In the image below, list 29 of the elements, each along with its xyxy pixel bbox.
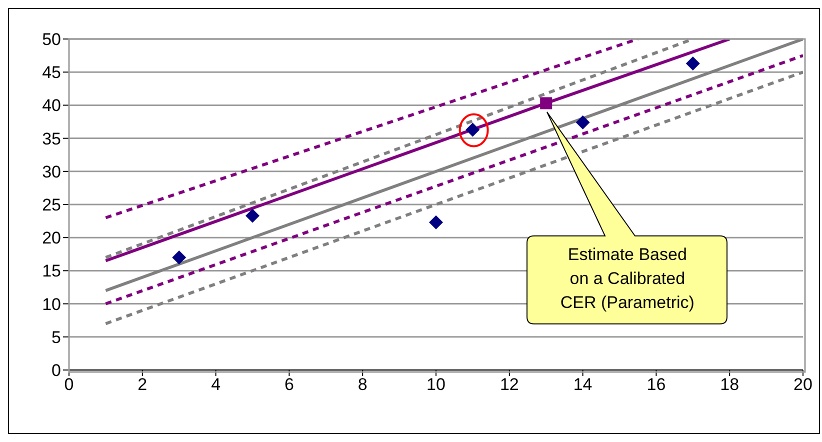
x-tick-label: 4 xyxy=(211,375,221,394)
x-tick-label: 16 xyxy=(646,375,666,394)
x-tick-label: 8 xyxy=(358,375,368,394)
point xyxy=(686,56,700,70)
x-tick-label: 20 xyxy=(794,375,812,394)
point xyxy=(246,208,260,223)
point xyxy=(172,250,186,264)
y-tick-label: 45 xyxy=(42,63,61,82)
y-tick-label: 5 xyxy=(52,328,61,347)
x-tick-label: 12 xyxy=(500,375,519,394)
y-tick-label: 0 xyxy=(52,361,61,380)
y-tick-label: 15 xyxy=(42,262,61,281)
point xyxy=(576,115,590,130)
x-tick-label: 18 xyxy=(720,375,740,394)
x-tick-label: 10 xyxy=(426,375,446,394)
annotation: Estimate Based on a Calibrated CER (Parametric) xyxy=(559,244,696,314)
y-tick-label: 25 xyxy=(42,196,61,215)
y-tick-label: 50 xyxy=(42,30,61,50)
x-tick-label: 6 xyxy=(284,375,294,394)
point xyxy=(429,215,443,230)
x-tick-label: 0 xyxy=(64,375,74,394)
y-tick-label: 35 xyxy=(42,129,61,148)
y-tick-label: 30 xyxy=(42,162,61,182)
y-tick-label: 40 xyxy=(42,96,61,116)
x-tick-label: 2 xyxy=(138,375,148,394)
y-tick-label: 10 xyxy=(42,294,61,314)
y-tick-label: 20 xyxy=(42,228,61,248)
x-tick-label: 14 xyxy=(573,375,592,394)
point xyxy=(540,97,552,110)
